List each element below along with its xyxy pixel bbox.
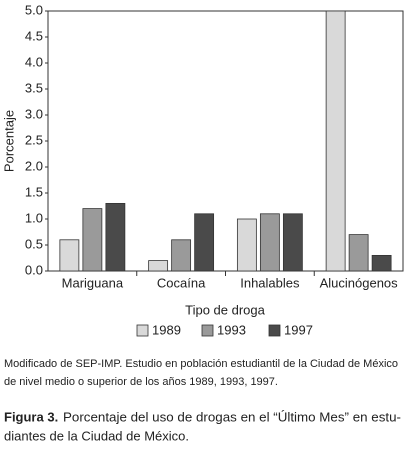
y-tick-label: 4.0	[25, 54, 43, 69]
bar	[236, 218, 257, 272]
x-tick-label: Cocaína	[157, 275, 206, 290]
x-axis-label: Tipo de droga	[185, 302, 266, 317]
bar	[371, 254, 392, 272]
bar	[82, 208, 103, 272]
y-tick-label: 2.5	[25, 132, 43, 147]
bar	[194, 213, 215, 272]
legend-label: 1993	[217, 322, 246, 337]
bar	[59, 239, 80, 272]
y-tick-label: 3.0	[25, 106, 43, 121]
bar	[348, 234, 369, 272]
y-tick-label: 0.0	[25, 262, 43, 277]
y-tick-label: 1.5	[25, 184, 43, 199]
bar	[325, 10, 346, 272]
x-tick-label: Inhalables	[240, 275, 300, 290]
legend-swatch	[201, 324, 214, 337]
y-axis-label: Porcentaje	[1, 110, 16, 172]
y-tick-label: 5.0	[25, 2, 43, 17]
x-tick-label: Alucinógenos	[320, 275, 399, 290]
caption-line: Porcentaje del uso de drogas en el “Últi…	[63, 409, 401, 424]
bar	[259, 213, 280, 272]
legend-swatch	[136, 324, 149, 337]
y-tick-label: 4.5	[25, 28, 43, 43]
x-tick-label: Mariguana	[62, 275, 124, 290]
bar	[282, 213, 303, 272]
note-line: de nivel medio o superior de los años 19…	[4, 376, 278, 388]
bar	[105, 202, 126, 272]
caption-label: Figura 3.	[4, 409, 58, 424]
bar	[171, 239, 192, 272]
y-tick-label: 3.5	[25, 80, 43, 95]
legend-label: 1997	[284, 322, 313, 337]
note-line: Modificado de SEP-IMP. Estudio en poblac…	[4, 358, 398, 370]
y-tick-label: 0.5	[25, 236, 43, 251]
y-tick-label: 1.0	[25, 210, 43, 225]
caption-line: diantes de la Ciudad de México.	[4, 428, 189, 443]
legend-label: 1989	[152, 322, 181, 337]
y-tick-label: 2.0	[25, 158, 43, 173]
bar	[148, 260, 169, 272]
legend-swatch	[268, 324, 281, 337]
